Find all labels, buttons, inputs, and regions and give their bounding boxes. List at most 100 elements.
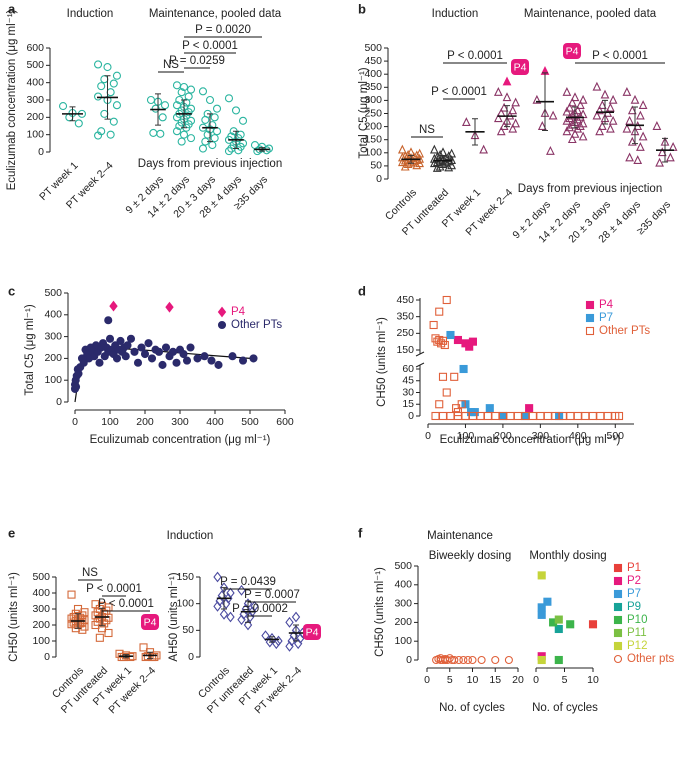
data-point (285, 616, 294, 628)
data-point (508, 123, 518, 133)
data-point (429, 144, 439, 154)
x-tick-label: 100 (101, 416, 119, 428)
x-tick-label: 10 (467, 674, 479, 686)
data-point (58, 102, 68, 111)
data-point (72, 382, 81, 391)
x-tick-label: 600 (276, 416, 294, 428)
data-point (137, 343, 146, 352)
panel-letter: c (8, 283, 15, 298)
data-point (182, 98, 191, 107)
data-point (179, 349, 188, 359)
comparison-label: P = 0.0002 (232, 603, 288, 615)
y-tick-label: 500 (44, 287, 62, 299)
data-point (130, 347, 139, 356)
y-tick-label: 250 (364, 107, 382, 119)
data-point (608, 94, 618, 104)
data-point (636, 110, 645, 120)
data-point (210, 134, 219, 143)
data-point (543, 411, 552, 421)
data-point (499, 102, 509, 112)
x-axis-label: Days from previous injection (138, 158, 282, 170)
legend-label: P4 (599, 299, 614, 311)
data-point (597, 121, 607, 130)
data-point (633, 155, 643, 165)
y-tick-label: 300 (26, 94, 44, 106)
data-point (496, 126, 506, 136)
data-point (573, 123, 583, 133)
data-point (450, 372, 459, 381)
data-point (182, 356, 192, 365)
data-point (203, 130, 212, 139)
data-point (446, 330, 455, 340)
data-point (445, 654, 454, 663)
x-tick-label: 400 (569, 430, 587, 442)
data-point (581, 411, 590, 421)
y-tick-label: 0 (406, 654, 412, 666)
data-point (112, 354, 122, 363)
data-point (238, 356, 248, 365)
data-point (588, 411, 597, 421)
y-tick-label: 500 (32, 571, 50, 583)
data-point (274, 635, 283, 647)
data-point (491, 411, 500, 421)
x-tick-label: 0 (424, 674, 430, 686)
y-tick-label: 400 (32, 587, 50, 599)
y-tick-label: 450 (364, 55, 382, 67)
x-axis-label: Eculizumab concentration (μg ml⁻¹) (90, 434, 271, 446)
data-point (446, 411, 455, 421)
data-point (459, 364, 468, 374)
data-point (104, 628, 113, 638)
data-point (536, 411, 545, 421)
legend-label: P9 (627, 601, 641, 613)
data-point (548, 110, 558, 120)
data-point (103, 63, 112, 72)
comparison-label: P = 0.0020 (195, 24, 251, 36)
data-point (207, 356, 216, 365)
comparison-label: NS (163, 59, 179, 71)
comparison-label: NS (419, 124, 435, 136)
data-point (158, 113, 167, 122)
data-point (140, 349, 150, 359)
data-point (109, 79, 118, 88)
data-point (521, 411, 530, 421)
legend-marker (613, 654, 623, 664)
data-point (493, 86, 503, 96)
data-point (566, 620, 575, 629)
data-point (403, 159, 413, 168)
comparison-label: NS (82, 567, 98, 579)
y-tick-label: 30 (402, 386, 414, 398)
x-tick-label: 500 (241, 416, 259, 428)
y-axis-label: CH50 (units ml⁻¹) (374, 567, 386, 657)
data-point (636, 142, 645, 151)
data-point (562, 86, 572, 96)
data-point (156, 129, 165, 138)
data-point (158, 360, 167, 369)
data-point (94, 92, 103, 101)
data-point (630, 94, 640, 104)
data-point (397, 152, 407, 162)
legend-label: P7 (627, 588, 641, 600)
y-tick-label: 400 (44, 309, 62, 321)
data-point (525, 404, 534, 413)
y-tick-label: 0 (376, 173, 382, 185)
data-point (133, 358, 143, 367)
data-point (193, 354, 202, 363)
x-tick-label: 100 (457, 430, 475, 442)
callout-box (303, 624, 321, 640)
data-point (198, 87, 208, 96)
y-axis-label: Total C5 (μg ml⁻¹) (358, 67, 370, 158)
y-tick-label: 100 (26, 128, 44, 140)
x-tick-label: 5 (447, 674, 453, 686)
data-point (622, 123, 632, 133)
x-tick-label: 0 (533, 674, 539, 686)
data-point (450, 655, 459, 665)
data-point (573, 411, 582, 421)
data-point (67, 590, 76, 599)
data-point (592, 81, 602, 91)
data-point (144, 339, 153, 348)
y-tick-label: 300 (32, 603, 50, 615)
data-point (435, 400, 444, 409)
data-point (537, 655, 546, 665)
y-tick-label: 200 (394, 616, 412, 628)
